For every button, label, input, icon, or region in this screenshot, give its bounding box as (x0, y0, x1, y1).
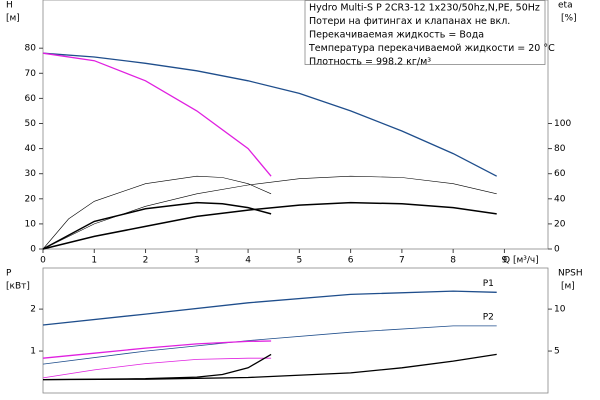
info-line: Температура перекачиваемой жидкости = 20… (308, 43, 555, 54)
y-axis-unit: [кВт] (6, 282, 30, 292)
x-tick-label: 9 (502, 256, 508, 266)
y2-tick-label: 0 (554, 245, 560, 255)
info-line: Плотность = 998.2 кг/м³ (309, 57, 431, 68)
y-tick-label: 70 (25, 69, 37, 79)
y-tick-label: 40 (25, 144, 37, 154)
curve (42, 340, 272, 359)
y2-tick-label: 80 (554, 144, 566, 154)
y2-tick-label: 10 (554, 305, 566, 315)
x-tick-label: 4 (245, 256, 251, 266)
y-axis-label: P (6, 269, 12, 279)
curve (42, 52, 272, 177)
curve (42, 290, 497, 326)
curve (42, 357, 272, 379)
y2-axis-unit: [%] (561, 14, 577, 24)
series-label: P2 (483, 312, 494, 322)
y-tick-label: 1 (30, 347, 36, 357)
y-tick-label: 80 (25, 44, 37, 54)
curve (42, 175, 497, 250)
series-label: P1 (483, 279, 494, 289)
info-line: Перекачиваемая жидкость = Вода (309, 30, 484, 41)
x-tick-label: 7 (399, 256, 405, 266)
y-tick-label: 0 (30, 245, 36, 255)
info-line: Hydro Multi-S P 2CR3-12 1x230/50hz,N,PE,… (309, 3, 540, 14)
x-tick-label: 6 (348, 256, 354, 266)
info-frame (304, 0, 546, 65)
curve (42, 52, 497, 177)
y2-axis-label: NPSH (558, 269, 583, 279)
y2-tick-label: 60 (554, 169, 566, 179)
y-tick-label: 60 (25, 94, 37, 104)
info-box: Hydro Multi-S P 2CR3-12 1x230/50hz,N,PE,… (304, 0, 555, 68)
x-tick-label: 2 (143, 256, 149, 266)
curve (42, 353, 497, 381)
y-axis-label: H (6, 1, 13, 11)
y2-tick-label: 5 (554, 347, 560, 357)
y-axis-unit: [м] (6, 14, 20, 24)
y-tick-label: 20 (25, 194, 37, 204)
x-tick-label: 1 (91, 256, 97, 266)
y-tick-label: 50 (25, 119, 37, 129)
y2-tick-label: 40 (554, 194, 566, 204)
y2-axis-label: eta (558, 1, 573, 11)
info-line: Потери на фитингах и клапанах не вкл. (309, 16, 510, 27)
curve (42, 201, 497, 250)
plot-frame (42, 0, 549, 250)
y-tick-label: 30 (25, 169, 37, 179)
curve (42, 175, 272, 250)
x-tick-label: 5 (296, 256, 302, 266)
y-tick-label: 2 (30, 305, 36, 315)
plot-frame (42, 267, 549, 394)
curve (42, 201, 272, 250)
y2-tick-label: 100 (554, 119, 571, 129)
x-tick-label: 3 (194, 256, 200, 266)
x-tick-label: 8 (450, 256, 456, 266)
x-tick-label: 0 (40, 256, 46, 266)
y2-axis-unit: [м] (561, 282, 575, 292)
y-tick-label: 10 (25, 219, 37, 229)
curve (42, 325, 497, 365)
y2-tick-label: 20 (554, 219, 566, 229)
x-axis-label: Q [м³/ч] (503, 256, 539, 266)
